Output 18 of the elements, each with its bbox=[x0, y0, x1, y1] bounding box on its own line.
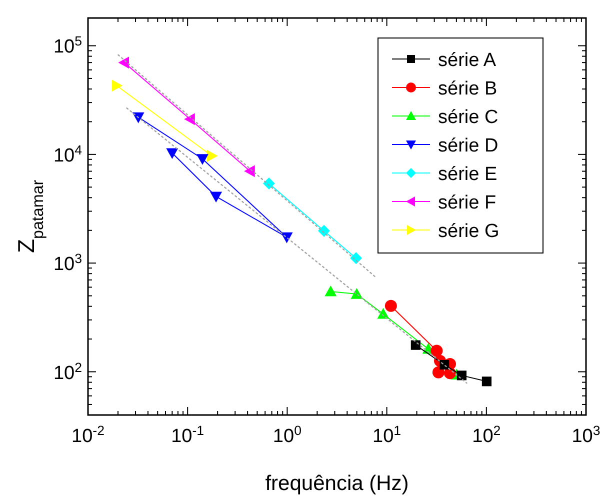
y-tick-label: 10$^{2}$ bbox=[53, 359, 82, 384]
y-tick-label: 10$^{4}$ bbox=[53, 142, 82, 166]
x-tick-label: 10$^{3}$ bbox=[572, 422, 600, 447]
x-tick-label: 10$^{-1}$ bbox=[171, 422, 204, 447]
legend-label: série B bbox=[438, 78, 498, 100]
legend-label: série C bbox=[438, 107, 498, 128]
x-axis-title: frequência (Hz) bbox=[265, 472, 409, 495]
y-tick-label: 10$^{3}$ bbox=[53, 250, 82, 276]
legend-label: série A bbox=[438, 50, 496, 71]
legend-label: série D bbox=[438, 136, 498, 156]
x-tick-label: 10$^{0}$ bbox=[272, 422, 302, 447]
legend-label: série G bbox=[438, 221, 500, 242]
y-tick-label: 10$^{5}$ bbox=[53, 33, 82, 58]
x-tick-label: 10$^{2}$ bbox=[472, 422, 501, 447]
x-tick-label: 10$^{1}$ bbox=[372, 422, 402, 447]
legend-label: série F bbox=[438, 192, 496, 214]
x-tick-label: 10$^{-2}$ bbox=[72, 422, 104, 447]
legend-label: série E bbox=[438, 164, 498, 185]
